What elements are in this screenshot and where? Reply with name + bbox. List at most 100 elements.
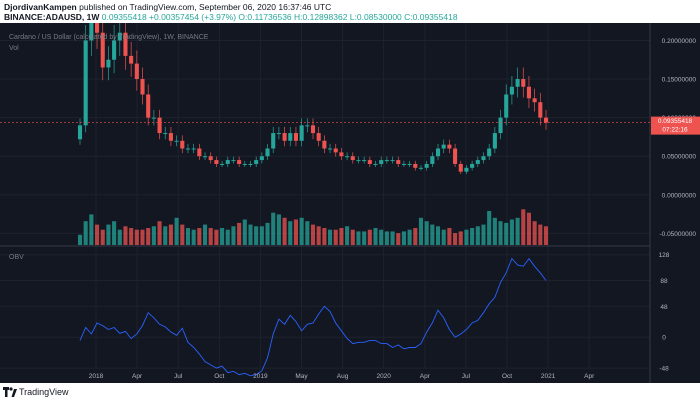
footer: TradingView [0,383,700,402]
candle-body [492,133,497,149]
tradingview-brand[interactable]: TradingView [19,387,69,397]
vol-legend: Vol [9,45,19,52]
candle-body [453,148,458,164]
candle-body [418,167,424,169]
volume-bar [168,224,173,245]
time-tick-label: 2021 [541,373,556,380]
candle-body [441,144,446,149]
volume-bar [214,229,219,245]
volume-bar [413,228,418,245]
volume-bar [373,228,378,245]
candle-body [328,148,333,150]
volume-bar [453,233,458,245]
candle-body [350,156,355,161]
author-name[interactable]: DjordivanKampen [4,2,77,12]
candle-body [276,133,281,135]
volume-bar [458,231,463,245]
price-tick-label: 0.20000000 [662,38,697,45]
volume-bar [299,217,304,245]
volume-bar [532,221,537,245]
volume-bar [526,212,531,245]
candle-body [470,163,475,168]
candle-body [464,167,469,172]
candle-body [435,148,441,157]
candlesticks [77,23,549,174]
obv-line [79,257,547,377]
volume-bar [464,229,469,245]
volume-bar [322,228,327,245]
volume-bar [271,212,276,245]
candle-body [316,133,321,141]
candle-body [384,160,389,162]
candle-body [146,94,151,118]
candle-body [521,79,526,87]
ohlc-values: O:0.11736536 H:0.12898362 L:0.08530000 C… [238,12,458,22]
candle-body [498,117,503,134]
candle-body [458,163,463,172]
volume-bar [475,226,480,245]
candle-body [282,133,287,141]
grid-lines [0,23,650,369]
candle-body [89,23,94,41]
candle-body [140,79,145,95]
volume-bar [157,221,162,245]
publish-info: published on TradingView.com, September … [79,2,332,12]
candle-body [242,163,247,165]
candle-body [197,148,202,157]
volume-bar [134,229,139,245]
candle-body [214,160,219,164]
volume-bar [191,229,196,245]
candle-body [231,160,236,162]
volume-bar [390,231,395,245]
volume-bar [447,228,452,245]
candle-body [396,160,401,164]
volume-bar [202,224,208,245]
time-tick-label: Oct [502,373,512,380]
volume-bar [401,231,406,245]
candle-body [271,133,276,149]
candle-body [345,156,350,158]
time-tick-label: 2020 [376,373,391,380]
volume-bar [242,219,247,245]
bar-countdown: 07:22:16 [662,127,688,134]
obv-tick-label: 88 [660,278,668,285]
candle-body [288,133,293,141]
volume-bar [95,224,100,245]
volume-bar [117,229,122,245]
symbol-line: BINANCE:ADAUSD, 1W 0.09355418 +0.0035745… [4,12,458,22]
price-tick-label: 0.05000000 [662,154,697,161]
candle-body [202,156,208,158]
symbol-label: BINANCE:ADAUSD, 1W [4,12,100,22]
volume-bar [396,233,401,245]
candle-body [208,156,213,161]
volume-bar [106,224,111,245]
publish-line: DjordivanKampen published on TradingView… [4,2,331,12]
time-tick-label: May [295,373,308,380]
chart-area[interactable]: 0.200000000.150000000.100000000.05000000… [0,23,700,383]
volume-bar [487,211,492,245]
price-tick-label: -0.05000000 [659,231,696,238]
volume-bar [504,222,509,245]
candle-body [129,55,134,64]
candle-body [322,140,327,149]
volume-bar [83,221,88,245]
volume-bar [180,224,185,245]
candle-body [100,32,105,68]
candle-body [225,160,230,164]
chart-canvas[interactable]: 0.200000000.150000000.100000000.05000000… [0,23,700,383]
volume-bar [123,226,128,245]
candle-body [413,163,418,168]
candle-body [248,163,253,165]
time-axis-ticks: 2018 Apr Jul Oct 2019 May Aug 2020 Apr Jul Oct 2021… [89,373,595,380]
volume-bar [339,228,344,245]
volume-bar [140,229,145,245]
candle-body [362,160,367,162]
volume-bar [265,222,270,245]
last-price-tag: 0.09355418 07:22:16 [651,116,700,135]
candle-body [373,163,378,165]
volume-bar [543,226,549,245]
volume-bar [441,229,446,245]
candle-body [538,102,543,118]
time-tick-label: Oct [214,373,224,380]
volume-bar [220,228,225,245]
